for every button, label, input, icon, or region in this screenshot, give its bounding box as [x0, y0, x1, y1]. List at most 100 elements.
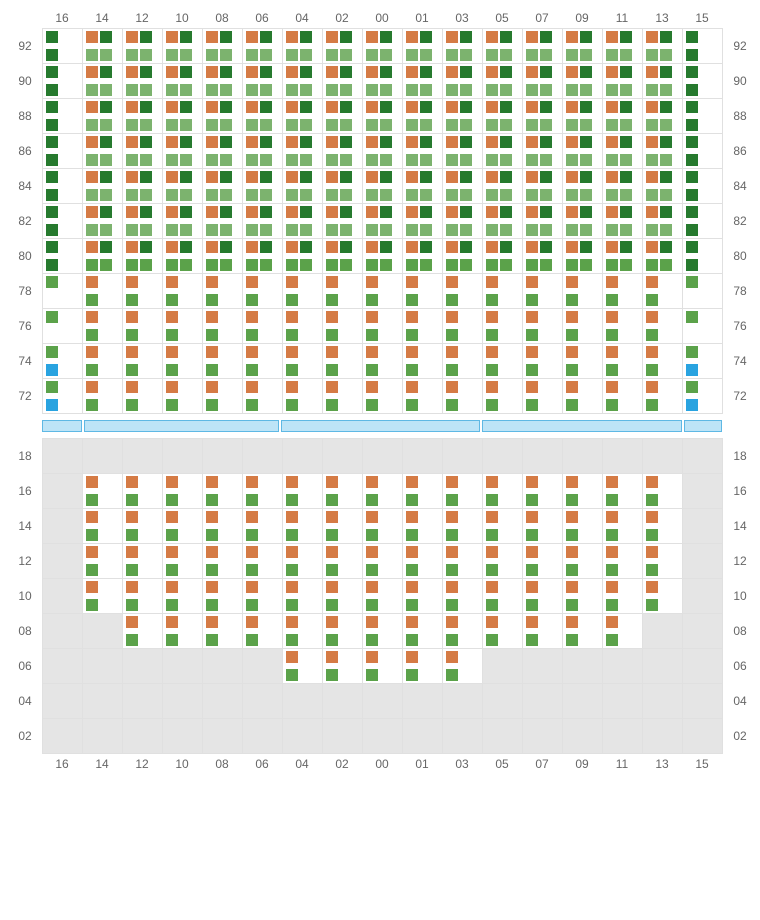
seat-marker[interactable]: [166, 241, 178, 253]
seat-marker[interactable]: [486, 529, 498, 541]
seat-marker[interactable]: [326, 294, 338, 306]
seat-marker[interactable]: [206, 399, 218, 411]
seat-marker[interactable]: [246, 66, 258, 78]
seat-marker[interactable]: [446, 364, 458, 376]
seat-marker[interactable]: [86, 381, 98, 393]
seat-marker[interactable]: [606, 616, 618, 628]
seat-marker[interactable]: [180, 241, 192, 253]
seat-marker[interactable]: [446, 136, 458, 148]
seat-marker[interactable]: [260, 84, 272, 96]
seat-marker[interactable]: [246, 599, 258, 611]
seat-marker[interactable]: [46, 119, 58, 131]
seat-marker[interactable]: [366, 154, 378, 166]
seat-marker[interactable]: [500, 224, 512, 236]
seat-marker[interactable]: [46, 259, 58, 271]
seat-marker[interactable]: [166, 259, 178, 271]
seat-marker[interactable]: [206, 616, 218, 628]
seat-marker[interactable]: [446, 31, 458, 43]
seat-marker[interactable]: [486, 511, 498, 523]
seat-marker[interactable]: [126, 101, 138, 113]
seat-marker[interactable]: [366, 66, 378, 78]
seat-marker[interactable]: [606, 31, 618, 43]
seat-marker[interactable]: [526, 476, 538, 488]
seat-marker[interactable]: [620, 241, 632, 253]
seat-marker[interactable]: [406, 259, 418, 271]
seat-marker[interactable]: [660, 31, 672, 43]
seat-marker[interactable]: [166, 84, 178, 96]
seat-marker[interactable]: [460, 136, 472, 148]
seat-marker[interactable]: [420, 259, 432, 271]
seat-marker[interactable]: [500, 206, 512, 218]
seat-marker[interactable]: [446, 241, 458, 253]
seat-marker[interactable]: [580, 66, 592, 78]
seat-marker[interactable]: [166, 616, 178, 628]
seat-marker[interactable]: [100, 136, 112, 148]
seat-marker[interactable]: [286, 634, 298, 646]
seat-marker[interactable]: [446, 564, 458, 576]
seat-marker[interactable]: [660, 189, 672, 201]
seat-marker[interactable]: [580, 84, 592, 96]
seat-marker[interactable]: [646, 101, 658, 113]
seat-marker[interactable]: [86, 119, 98, 131]
seat-marker[interactable]: [86, 189, 98, 201]
seat-marker[interactable]: [406, 346, 418, 358]
seat-marker[interactable]: [406, 31, 418, 43]
seat-marker[interactable]: [566, 399, 578, 411]
seat-marker[interactable]: [686, 311, 698, 323]
seat-marker[interactable]: [580, 206, 592, 218]
seat-marker[interactable]: [126, 31, 138, 43]
seat-marker[interactable]: [206, 581, 218, 593]
seat-marker[interactable]: [646, 294, 658, 306]
seat-marker[interactable]: [46, 276, 58, 288]
seat-marker[interactable]: [286, 224, 298, 236]
seat-marker[interactable]: [220, 224, 232, 236]
seat-marker[interactable]: [126, 399, 138, 411]
seat-marker[interactable]: [446, 154, 458, 166]
seat-marker[interactable]: [646, 136, 658, 148]
seat-marker[interactable]: [460, 31, 472, 43]
seat-marker[interactable]: [486, 546, 498, 558]
seat-marker[interactable]: [286, 494, 298, 506]
seat-marker[interactable]: [220, 154, 232, 166]
seat-marker[interactable]: [580, 31, 592, 43]
seat-marker[interactable]: [366, 511, 378, 523]
seat-marker[interactable]: [406, 581, 418, 593]
seat-marker[interactable]: [526, 564, 538, 576]
seat-marker[interactable]: [166, 364, 178, 376]
seat-marker[interactable]: [526, 381, 538, 393]
seat-marker[interactable]: [206, 259, 218, 271]
seat-marker[interactable]: [126, 599, 138, 611]
seat-marker[interactable]: [286, 669, 298, 681]
seat-marker[interactable]: [540, 171, 552, 183]
seat-marker[interactable]: [406, 189, 418, 201]
seat-marker[interactable]: [406, 364, 418, 376]
seat-marker[interactable]: [126, 171, 138, 183]
seat-marker[interactable]: [420, 154, 432, 166]
seat-marker[interactable]: [126, 616, 138, 628]
seat-marker[interactable]: [580, 136, 592, 148]
seat-marker[interactable]: [86, 206, 98, 218]
seat-marker[interactable]: [446, 171, 458, 183]
seat-marker[interactable]: [686, 154, 698, 166]
seat-marker[interactable]: [286, 101, 298, 113]
seat-marker[interactable]: [206, 564, 218, 576]
seat-marker[interactable]: [126, 84, 138, 96]
seat-marker[interactable]: [300, 49, 312, 61]
seat-marker[interactable]: [86, 84, 98, 96]
seat-marker[interactable]: [486, 241, 498, 253]
seat-marker[interactable]: [686, 189, 698, 201]
seat-marker[interactable]: [366, 311, 378, 323]
seat-marker[interactable]: [300, 206, 312, 218]
seat-marker[interactable]: [300, 84, 312, 96]
seat-marker[interactable]: [246, 494, 258, 506]
seat-marker[interactable]: [326, 31, 338, 43]
seat-marker[interactable]: [526, 66, 538, 78]
seat-marker[interactable]: [246, 241, 258, 253]
seat-marker[interactable]: [620, 154, 632, 166]
seat-marker[interactable]: [300, 154, 312, 166]
seat-marker[interactable]: [420, 84, 432, 96]
seat-marker[interactable]: [286, 399, 298, 411]
seat-marker[interactable]: [606, 276, 618, 288]
seat-marker[interactable]: [646, 66, 658, 78]
seat-marker[interactable]: [566, 171, 578, 183]
